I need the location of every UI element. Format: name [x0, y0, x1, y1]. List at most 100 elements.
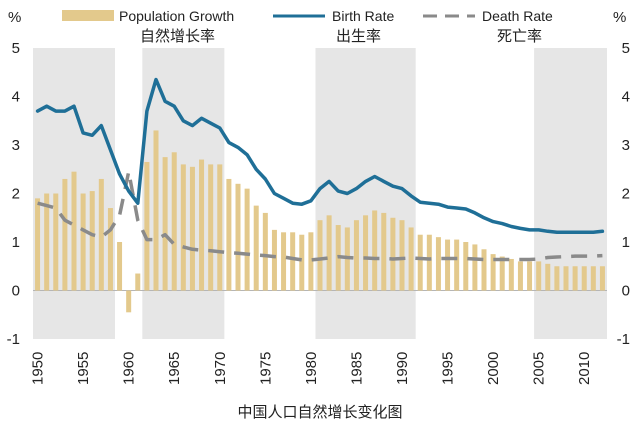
- line-death-rate: [37, 169, 603, 262]
- y-tick-left-1: 1: [12, 234, 20, 251]
- bar-population-growth-1954: [71, 171, 77, 291]
- legend-label-birth-rate: Birth Rate: [332, 8, 394, 24]
- y-tick-right-1: 1: [622, 234, 630, 251]
- y-tick-left-3: 3: [12, 137, 20, 154]
- bar-population-growth-2004: [527, 261, 533, 291]
- y-tick-right--1: -1: [617, 331, 630, 348]
- bar-population-growth-1950: [35, 198, 41, 291]
- chart-caption: 中国人口自然增长变化图: [237, 404, 402, 421]
- bar-population-growth-2009: [572, 266, 578, 291]
- bar-population-growth-1975: [262, 212, 268, 291]
- bar-population-growth-1989: [390, 217, 396, 291]
- bar-population-growth-1956: [89, 191, 95, 291]
- bar-population-growth-2008: [563, 266, 569, 291]
- bar-population-growth-1977: [281, 232, 287, 291]
- y-tick-left-4: 4: [12, 89, 20, 106]
- x-tick-1985: 1985: [348, 352, 365, 385]
- line-birth-rate: [35, 77, 605, 235]
- axes: -1 -1 0 0 1 1 2 2 3 3 4 4 5 5 1950 1955 1960 1965 1970 1975…: [7, 40, 630, 385]
- bar-population-growth-1959: [117, 242, 123, 291]
- bar-population-growth-1997: [463, 242, 469, 291]
- x-tick-1975: 1975: [257, 352, 274, 385]
- bar-population-growth-1980: [308, 232, 314, 291]
- population-growth-bars: [35, 130, 605, 313]
- legend-label-population-growth: Population Growth: [119, 8, 234, 24]
- bar-population-growth-1969: [208, 164, 214, 291]
- bar-population-growth-2012: [599, 266, 605, 291]
- bar-population-growth-1965: [171, 152, 177, 291]
- x-tick-1990: 1990: [394, 352, 411, 385]
- legend-sublabel-death-rate: 死亡率: [497, 28, 542, 45]
- bar-population-growth-1986: [363, 215, 369, 291]
- bar-population-growth-1978: [290, 232, 296, 291]
- bar-population-growth-1982: [326, 215, 332, 291]
- bar-population-growth-1963: [153, 130, 159, 291]
- bar-population-growth-1955: [80, 193, 86, 291]
- bar-population-growth-1979: [299, 234, 305, 291]
- x-tick-2010: 2010: [576, 352, 593, 385]
- y-tick-right-3: 3: [622, 137, 630, 154]
- bar-population-growth-2005: [536, 261, 542, 291]
- y-tick-right-0: 0: [622, 283, 630, 300]
- y-tick-right-5: 5: [622, 40, 630, 57]
- bar-population-growth-1995: [445, 239, 451, 291]
- y-tick-left-0: 0: [12, 283, 20, 300]
- bar-population-growth-1999: [481, 249, 487, 291]
- bar-population-growth-1993: [426, 234, 432, 291]
- left-axis-unit: %: [8, 9, 21, 26]
- legend-sublabel-population-growth: 自然增长率: [140, 28, 215, 45]
- bar-population-growth-1988: [381, 212, 387, 291]
- bar-population-growth-1992: [417, 234, 423, 291]
- x-tick-1970: 1970: [212, 352, 229, 385]
- bar-population-growth-1996: [454, 239, 460, 291]
- x-tick-1995: 1995: [440, 352, 457, 385]
- bar-population-growth-1970: [217, 164, 223, 291]
- bar-population-growth-1968: [199, 159, 205, 291]
- bar-population-growth-2010: [581, 266, 587, 291]
- bar-population-growth-1998: [472, 244, 478, 291]
- bar-population-growth-1962: [144, 161, 150, 291]
- bar-population-growth-1985: [353, 220, 359, 291]
- y-tick-left-2: 2: [12, 186, 20, 203]
- legend-label-death-rate: Death Rate: [482, 8, 553, 24]
- bar-population-growth-1964: [162, 157, 168, 291]
- y-tick-right-2: 2: [622, 186, 630, 203]
- x-tick-1950: 1950: [30, 352, 47, 385]
- bar-population-growth-1981: [317, 220, 323, 291]
- bar-population-growth-1990: [399, 220, 405, 291]
- bar-population-growth-1960: [126, 290, 132, 313]
- bar-population-growth-1973: [244, 188, 250, 291]
- bar-population-growth-1953: [62, 178, 68, 291]
- bar-population-growth-1994: [435, 237, 441, 291]
- legend: Population Growth 自然增长率 Birth Rate 出生率 D…: [62, 8, 553, 45]
- bar-population-growth-1991: [408, 227, 414, 291]
- bar-population-growth-1967: [189, 166, 195, 291]
- x-tick-2000: 2000: [485, 352, 502, 385]
- bar-population-growth-1957: [98, 178, 104, 291]
- y-tick-right-4: 4: [622, 89, 630, 106]
- bar-population-growth-1987: [372, 210, 378, 291]
- legend-sublabel-birth-rate: 出生率: [336, 28, 381, 45]
- y-tick-left--1: -1: [7, 331, 20, 348]
- bar-population-growth-1972: [235, 183, 241, 291]
- x-tick-1955: 1955: [75, 352, 92, 385]
- right-axis-unit: %: [613, 9, 626, 26]
- y-tick-left-5: 5: [12, 40, 20, 57]
- bar-population-growth-2000: [490, 254, 496, 291]
- bar-population-growth-1951: [44, 193, 50, 291]
- bar-population-growth-1976: [271, 229, 277, 291]
- shaded-period-4: [534, 48, 607, 339]
- x-tick-1965: 1965: [166, 352, 183, 385]
- bar-population-growth-2007: [554, 266, 560, 291]
- x-tick-1960: 1960: [121, 352, 138, 385]
- x-tick-1980: 1980: [303, 352, 320, 385]
- shaded-period-3: [315, 48, 416, 339]
- bar-population-growth-2011: [590, 266, 596, 291]
- bar-population-growth-1952: [53, 193, 59, 291]
- legend-swatch-population-growth: [62, 10, 114, 21]
- bar-population-growth-1958: [107, 208, 113, 291]
- bar-population-growth-2006: [545, 263, 551, 291]
- shaded-periods: [33, 48, 607, 339]
- bar-population-growth-1966: [180, 164, 186, 291]
